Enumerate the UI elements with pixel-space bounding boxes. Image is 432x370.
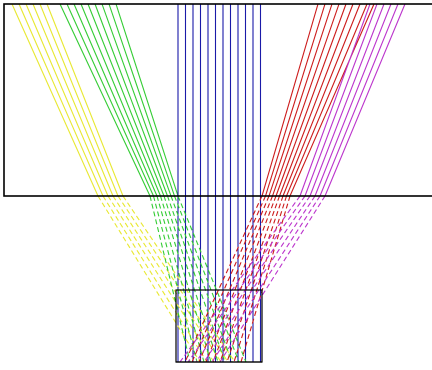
red-ray	[289, 3, 375, 197]
red-ray-dashed	[205, 195, 274, 363]
yellow-ray	[39, 3, 119, 197]
magenta-ray	[304, 3, 378, 197]
yellow-ray-dashed	[102, 195, 208, 363]
yellow-ray	[32, 3, 114, 197]
red-ray	[278, 3, 354, 197]
yellow-ray-dashed	[112, 195, 222, 363]
green-ray	[87, 3, 165, 197]
green-ray-dashed	[163, 195, 219, 363]
red-ray-dashed	[219, 195, 281, 363]
magenta-ray-dashed	[203, 195, 316, 363]
red-ray	[261, 3, 319, 197]
magenta-ray	[324, 3, 406, 197]
red-ray-dashed	[191, 195, 267, 363]
magenta-ray-dashed	[219, 195, 326, 363]
green-ray	[80, 3, 162, 197]
green-ray	[59, 3, 151, 197]
optical-slab	[3, 3, 432, 197]
green-ray-dashed	[152, 195, 198, 363]
ray-bundles	[11, 3, 406, 362]
red-ray-dashed	[198, 195, 270, 363]
green-ray	[115, 3, 179, 197]
green-ray-dashed	[177, 195, 247, 363]
magenta-ray	[314, 3, 392, 197]
magenta-ray-dashed	[195, 195, 311, 363]
magenta-ray	[319, 3, 399, 197]
yellow-ray	[25, 3, 109, 197]
magenta-ray-dashed	[179, 195, 301, 363]
green-ray-dashed	[166, 195, 226, 363]
red-ray	[275, 3, 347, 197]
red-ray-dashed	[240, 195, 291, 363]
magenta-ray	[309, 3, 385, 197]
green-ray-dashed	[149, 195, 191, 363]
red-ray-dashed	[184, 195, 263, 363]
green-ray	[73, 3, 158, 197]
magenta-ray-dashed	[187, 195, 306, 363]
red-ray-dashed	[212, 195, 277, 363]
green-ray-dashed	[173, 195, 240, 363]
red-ray	[271, 3, 340, 197]
yellow-ray	[18, 3, 104, 197]
yellow-ray-dashed	[117, 195, 229, 363]
green-ray	[66, 3, 155, 197]
green-ray-dashed	[170, 195, 233, 363]
green-ray	[94, 3, 169, 197]
red-ray	[264, 3, 326, 197]
red-ray	[268, 3, 333, 197]
green-ray	[101, 3, 172, 197]
green-ray	[108, 3, 176, 197]
yellow-ray	[11, 3, 99, 197]
red-ray-dashed	[226, 195, 284, 363]
yellow-ray-dashed	[107, 195, 215, 363]
yellow-ray	[46, 3, 124, 197]
red-ray-dashed	[233, 195, 288, 363]
red-ray	[285, 3, 368, 197]
yellow-ray-dashed	[97, 195, 201, 363]
magenta-ray	[299, 3, 371, 197]
red-ray	[282, 3, 361, 197]
ray-dashed-segments	[97, 195, 326, 363]
green-ray-dashed	[156, 195, 205, 363]
magenta-ray-dashed	[211, 195, 321, 363]
green-ray-dashed	[159, 195, 212, 363]
yellow-ray-dashed	[122, 195, 236, 363]
